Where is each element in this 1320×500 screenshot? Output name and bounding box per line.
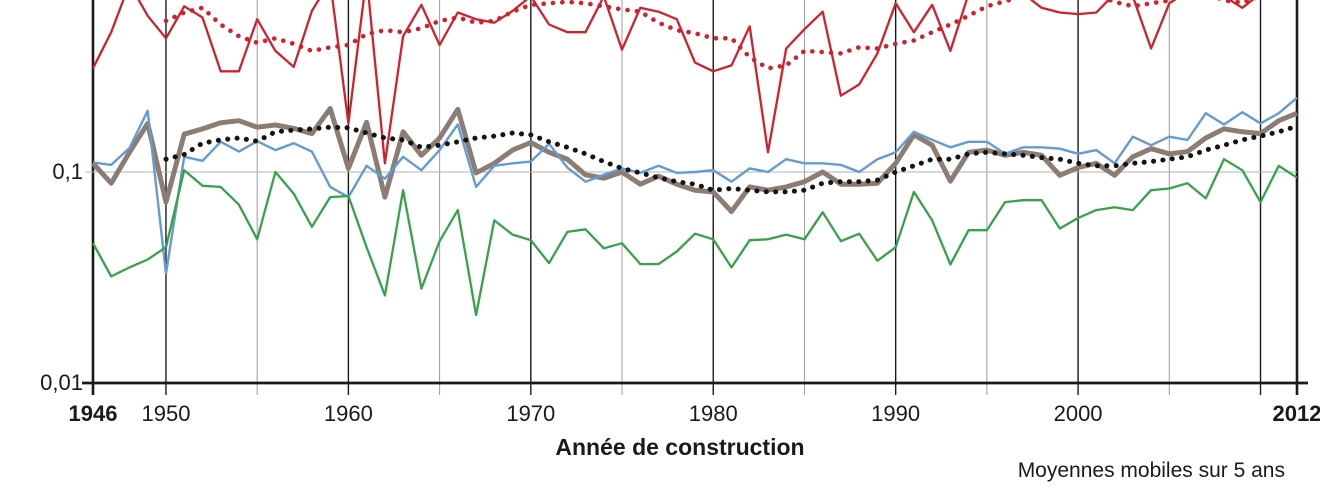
series-line-1 [163, 0, 1257, 71]
series-line-3 [163, 123, 1300, 195]
y-tick-label-0-01: 0,01 [40, 370, 83, 395]
series-line-0 [91, 0, 1255, 165]
x-tick-label-1946: 1946 [68, 401, 118, 426]
x-tick-label-1990: 1990 [871, 401, 921, 426]
x-tick-label-1960: 1960 [323, 401, 373, 426]
x-tick-label-2000: 2000 [1053, 401, 1103, 426]
series-line-2 [91, 106, 1298, 214]
series-line-4 [92, 96, 1298, 275]
x-tick-label-2012: 2012 [1272, 401, 1320, 426]
series-line-5 [91, 158, 1298, 317]
x-axis-title: Année de construction [555, 434, 805, 460]
x-tick-label-1970: 1970 [506, 401, 556, 426]
x-tick-label-1980: 1980 [688, 401, 738, 426]
moving-average-note: Moyennes mobiles sur 5 ans [1017, 459, 1285, 482]
x-tick-label-1950: 1950 [141, 401, 191, 426]
y-tick-label-0-1: 0,1 [52, 159, 83, 184]
